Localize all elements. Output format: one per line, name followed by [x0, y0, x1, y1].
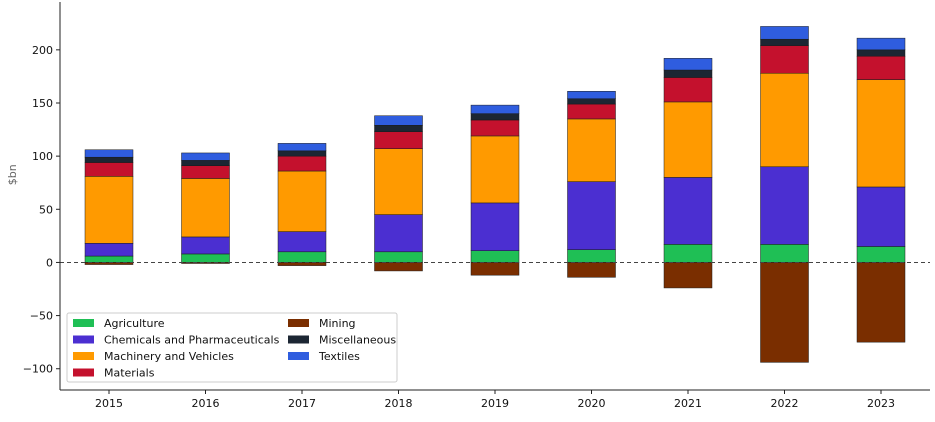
bar-segment — [374, 251, 423, 263]
bar-segment — [374, 262, 423, 272]
bar-segment — [181, 152, 230, 161]
bar-segment — [374, 214, 423, 253]
x-tick-label: 2016 — [192, 397, 220, 410]
bar-segment — [374, 125, 423, 132]
y-tick-label: 50 — [39, 203, 53, 216]
bar-segment — [567, 249, 616, 263]
bar-segment — [470, 250, 520, 263]
legend-swatch — [73, 352, 94, 360]
bar-segment — [663, 177, 713, 245]
bar-segment — [84, 255, 134, 263]
bar-segment — [663, 244, 713, 263]
y-axis-ticks: −100 −50 0 50 100 150 200 — [23, 44, 60, 376]
bar-segment — [84, 243, 134, 257]
bar-segment — [663, 101, 713, 178]
bar-segment — [374, 131, 423, 149]
bar-segment — [181, 262, 230, 264]
bar-segment — [663, 69, 713, 78]
bar-segment — [374, 115, 423, 126]
bar-segment — [277, 170, 327, 232]
y-tick-label: 150 — [32, 97, 53, 110]
x-tick-label: 2015 — [95, 397, 123, 410]
bar-segment — [567, 98, 616, 105]
bar-segment — [856, 79, 906, 188]
bar-segment — [374, 148, 423, 215]
bars-layer — [84, 26, 906, 363]
bar-segment — [760, 45, 809, 74]
bar-segment — [84, 176, 134, 244]
bar-segment — [760, 262, 809, 363]
legend-label: Mining — [319, 317, 356, 330]
bar-segment — [760, 26, 809, 40]
bar-segment — [470, 104, 520, 114]
bar-segment — [277, 150, 327, 157]
x-tick-label: 2018 — [385, 397, 413, 410]
bar-segment — [181, 160, 230, 166]
bar-segment — [856, 186, 906, 247]
bar-segment — [567, 91, 616, 99]
legend-swatch — [288, 335, 309, 344]
bar-segment — [856, 49, 906, 57]
bar-segment — [470, 135, 520, 204]
bar-segment — [856, 37, 906, 51]
bar-segment — [277, 231, 327, 253]
bar-segment — [470, 262, 520, 276]
bar-segment — [84, 156, 134, 163]
bar-segment — [277, 143, 327, 152]
bar-segment — [567, 262, 616, 278]
bar-segment — [567, 181, 616, 250]
bar-segment — [856, 246, 906, 263]
bar-segment — [663, 77, 713, 103]
legend: Agriculture Chemicals and Pharmaceuticals… — [66, 312, 398, 383]
y-tick-label: −100 — [23, 363, 53, 376]
x-tick-label: 2017 — [288, 397, 316, 410]
bar-segment — [760, 72, 809, 168]
bar-segment — [760, 38, 809, 46]
legend-label: Materials — [104, 367, 155, 380]
legend-swatch — [288, 352, 309, 360]
legend-label: Agriculture — [104, 317, 165, 330]
bar-segment — [470, 119, 520, 137]
legend-frame — [66, 312, 398, 383]
bar-segment — [663, 58, 713, 71]
legend-label: Miscellaneous — [319, 334, 396, 347]
bar-segment — [181, 236, 230, 255]
y-tick-label: −50 — [30, 310, 53, 323]
bar-segment — [760, 166, 809, 245]
x-axis-ticks: 2015 2016 2017 2018 2019 2020 2021 2022 2023 — [95, 390, 895, 410]
x-tick-label: 2020 — [578, 397, 606, 410]
legend-swatch — [73, 335, 94, 344]
bar-segment — [84, 162, 134, 177]
bar-segment — [663, 262, 713, 289]
bar-segment — [277, 251, 327, 263]
x-tick-label: 2022 — [771, 397, 799, 410]
bar-segment — [856, 55, 906, 80]
x-tick-label: 2019 — [481, 397, 509, 410]
x-tick-label: 2023 — [867, 397, 895, 410]
bar-segment — [181, 178, 230, 238]
legend-swatch — [73, 368, 94, 377]
y-axis-label: $bn — [6, 164, 19, 185]
bar-segment — [277, 155, 327, 172]
bar-segment — [760, 244, 809, 263]
bar-segment — [181, 165, 230, 179]
bar-segment — [567, 118, 616, 182]
bar-segment — [84, 149, 134, 158]
x-tick-label: 2021 — [674, 397, 702, 410]
bar-segment — [470, 202, 520, 251]
legend-label: Machinery and Vehicles — [104, 350, 234, 363]
legend-label: Chemicals and Pharmaceuticals — [104, 334, 280, 347]
bar-segment — [470, 113, 520, 121]
legend-swatch — [288, 319, 309, 327]
y-tick-label: 100 — [32, 150, 53, 163]
y-tick-label: 0 — [46, 256, 53, 269]
bar-segment — [567, 103, 616, 120]
y-tick-label: 200 — [32, 44, 53, 57]
legend-label: Textiles — [318, 350, 360, 363]
bar-segment — [181, 253, 230, 263]
legend-swatch — [73, 319, 94, 327]
bar-segment — [856, 262, 906, 343]
